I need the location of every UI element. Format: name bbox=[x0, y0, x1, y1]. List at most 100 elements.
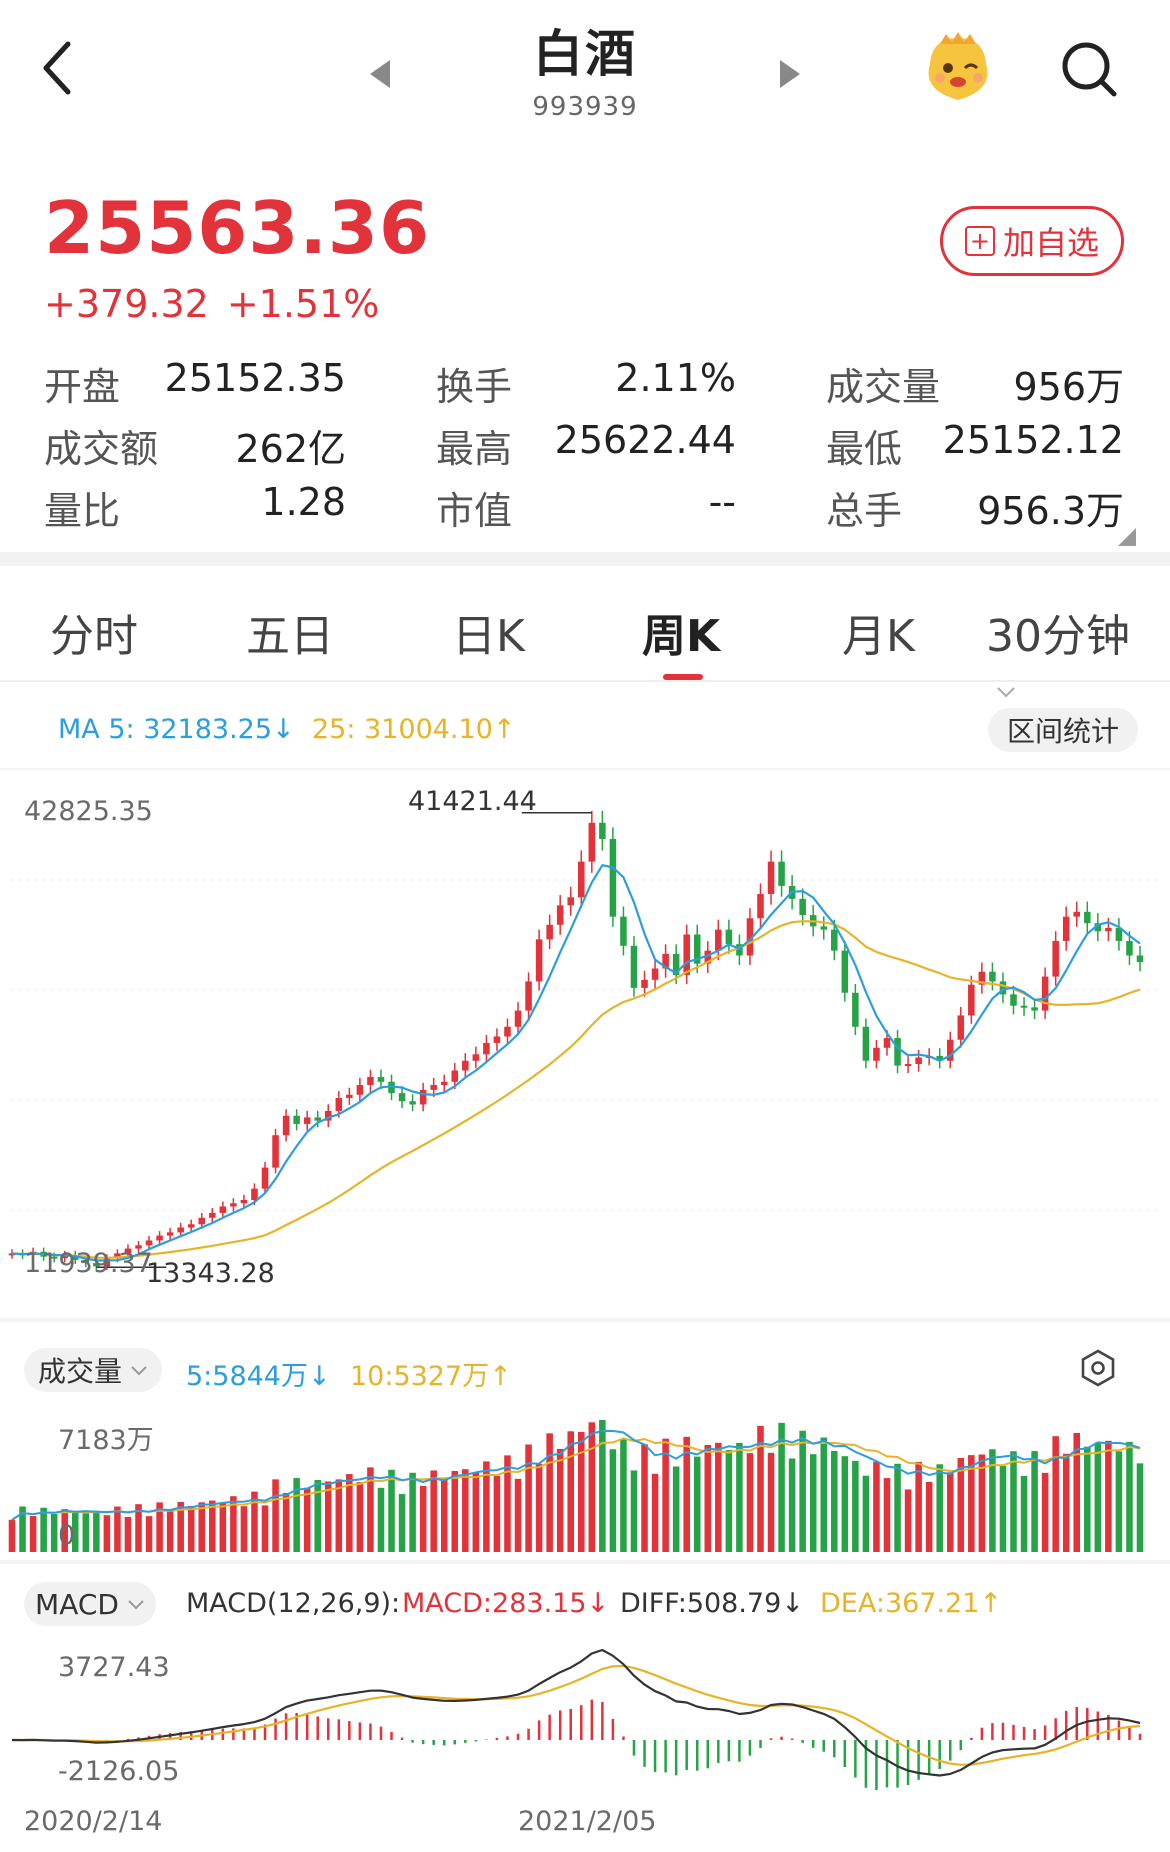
volume-bar bbox=[156, 1502, 163, 1552]
volume-bar bbox=[462, 1469, 469, 1552]
tab-monthly-k[interactable]: 月K bbox=[842, 611, 915, 662]
candle-body bbox=[778, 861, 785, 886]
candlestick-chart[interactable] bbox=[0, 770, 1170, 1310]
candle-body bbox=[135, 1245, 142, 1249]
candle-body bbox=[968, 984, 975, 1016]
volume-bar bbox=[135, 1504, 142, 1552]
candle-body bbox=[578, 861, 585, 898]
volume-bar bbox=[219, 1503, 227, 1552]
prev-stock-button[interactable] bbox=[368, 58, 394, 94]
candle-body bbox=[114, 1253, 121, 1259]
candle-body bbox=[799, 898, 806, 916]
candle-body bbox=[324, 1110, 332, 1121]
tab-30-min[interactable]: 30分钟 bbox=[986, 600, 1170, 715]
volume-chart[interactable] bbox=[0, 1408, 1170, 1560]
volume-bar bbox=[609, 1449, 617, 1552]
stat-value: 1.28 bbox=[261, 480, 346, 524]
add-watchlist-button[interactable]: + 加自选 bbox=[940, 206, 1124, 276]
stat-value: 2.11% bbox=[615, 356, 736, 400]
chevron-left-icon bbox=[43, 41, 71, 95]
candle-body bbox=[757, 894, 764, 919]
volume-bar bbox=[704, 1445, 712, 1552]
volume-bar bbox=[272, 1479, 279, 1552]
volume-bar bbox=[915, 1461, 922, 1552]
current-price: 25563.36 bbox=[44, 186, 431, 270]
volume-bar bbox=[50, 1513, 58, 1552]
candle-body bbox=[894, 1038, 901, 1066]
x-axis-start-date: 2020/2/14 bbox=[24, 1806, 163, 1837]
change-percent: +1.51% bbox=[226, 282, 380, 326]
volume-bar bbox=[1010, 1451, 1017, 1552]
candle-body bbox=[356, 1085, 364, 1095]
volume-bar bbox=[261, 1505, 269, 1552]
settings-button[interactable] bbox=[1078, 1348, 1118, 1392]
volume-bar bbox=[535, 1463, 543, 1552]
volume-bar bbox=[61, 1509, 68, 1552]
volume-bar bbox=[630, 1470, 638, 1552]
high-marker-label: 41421.44 bbox=[408, 786, 537, 817]
mascot-button[interactable] bbox=[918, 30, 998, 114]
volume-bar bbox=[578, 1431, 585, 1552]
candle-body bbox=[736, 944, 743, 956]
volume-bar bbox=[303, 1487, 311, 1552]
volume-bar bbox=[209, 1500, 216, 1552]
indicator-selector[interactable]: MACD bbox=[24, 1582, 156, 1626]
expand-corner-icon[interactable] bbox=[1118, 528, 1136, 546]
volume-bar bbox=[936, 1464, 943, 1552]
volume-bar bbox=[29, 1515, 37, 1552]
candle-body bbox=[314, 1117, 321, 1121]
candle-body bbox=[904, 1063, 912, 1066]
back-button[interactable] bbox=[38, 38, 88, 108]
volume-bar bbox=[1031, 1451, 1038, 1552]
candle-body bbox=[462, 1060, 469, 1071]
candle-body bbox=[451, 1070, 459, 1082]
page-title: 白酒 bbox=[533, 25, 637, 83]
candle-body bbox=[219, 1206, 227, 1213]
chevron-down-icon bbox=[131, 1366, 147, 1376]
macd-bottom-label: -2126.05 bbox=[58, 1756, 180, 1787]
change-amount: +379.32 bbox=[44, 282, 209, 326]
candle-body bbox=[430, 1085, 437, 1090]
candle-body bbox=[240, 1199, 248, 1204]
range-stats-button[interactable]: 区间统计 bbox=[988, 708, 1138, 752]
volume-bar bbox=[71, 1511, 79, 1552]
candle-body bbox=[852, 992, 859, 1027]
price-bottom-label: 11939.37 bbox=[24, 1248, 153, 1279]
macd-chart[interactable] bbox=[0, 1640, 1170, 1800]
search-button[interactable] bbox=[1060, 40, 1120, 104]
candle-body bbox=[567, 897, 574, 906]
candle-body bbox=[145, 1240, 153, 1246]
volume-bar bbox=[82, 1513, 90, 1552]
candle-body bbox=[1073, 911, 1081, 917]
candle-body bbox=[978, 971, 986, 985]
volume-bar bbox=[978, 1454, 986, 1552]
volume-ma10-line bbox=[11, 1437, 1141, 1521]
macd-value-legend: MACD:283.15↓ bbox=[402, 1588, 610, 1619]
volume-bar bbox=[430, 1470, 437, 1552]
volume-bar bbox=[715, 1442, 722, 1552]
candle-body bbox=[251, 1188, 258, 1200]
volume-bar bbox=[968, 1455, 975, 1552]
stat-label: 最高 bbox=[436, 427, 513, 471]
volume-bar bbox=[946, 1472, 954, 1552]
candle-body bbox=[156, 1235, 163, 1241]
volume-bar bbox=[114, 1506, 121, 1552]
candle-body bbox=[630, 945, 638, 988]
tab-intraday[interactable]: 分时 bbox=[50, 611, 138, 662]
next-stock-button[interactable] bbox=[776, 58, 802, 94]
volume-selector[interactable]: 成交量 bbox=[24, 1348, 162, 1392]
volume-bar bbox=[1062, 1453, 1070, 1552]
tab-five-day[interactable]: 五日 bbox=[246, 611, 334, 662]
tab-weekly-k[interactable]: 周K bbox=[642, 611, 721, 662]
tab-daily-k[interactable]: 日K bbox=[452, 611, 525, 662]
plus-icon: + bbox=[964, 226, 995, 256]
candle-body bbox=[409, 1101, 416, 1105]
low-marker-label: 13343.28 bbox=[146, 1258, 275, 1289]
volume-bar bbox=[862, 1475, 870, 1552]
volume-bar bbox=[809, 1454, 817, 1552]
candle-body bbox=[1094, 923, 1102, 932]
candle-body bbox=[693, 934, 701, 964]
candle-body bbox=[651, 968, 659, 980]
volume-bar bbox=[282, 1493, 290, 1552]
volume-bar bbox=[440, 1478, 448, 1552]
